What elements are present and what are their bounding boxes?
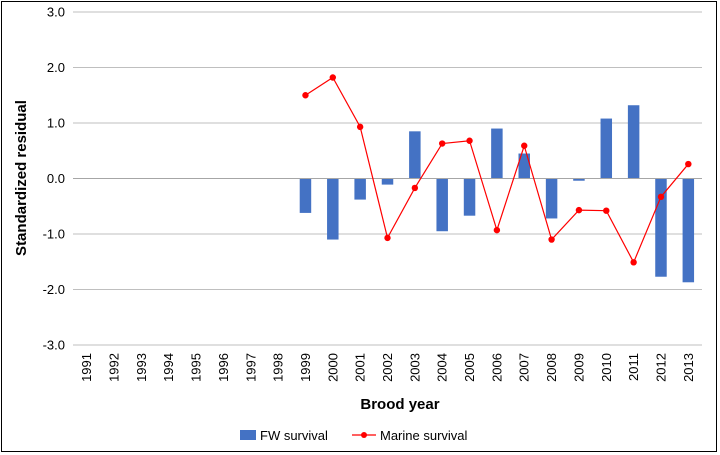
x-tick-label: 1995 xyxy=(189,353,204,382)
x-tick-label: 2003 xyxy=(407,353,422,382)
legend-marker-marine-survival xyxy=(361,432,367,438)
bar-fw-survival-2010 xyxy=(600,118,613,179)
x-tick-label: 2007 xyxy=(517,353,532,382)
bar-fw-survival-1999 xyxy=(299,178,312,213)
point-marine-survival-2005 xyxy=(466,137,473,144)
y-tick-label: -2.0 xyxy=(43,282,65,297)
y-tick-label: -1.0 xyxy=(43,227,65,242)
x-tick-label: 2008 xyxy=(544,353,559,382)
legend-swatch-fw-survival xyxy=(240,430,256,440)
point-marine-survival-2001 xyxy=(356,123,364,131)
x-tick-label: 1997 xyxy=(243,353,258,382)
point-marine-survival-2007 xyxy=(521,142,528,149)
point-marine-survival-2003 xyxy=(411,184,419,192)
point-marine-survival-1999 xyxy=(302,92,309,99)
point-marine-survival-2004 xyxy=(438,140,446,147)
marine-survival-line xyxy=(302,74,692,266)
y-tick-label: 3.0 xyxy=(47,5,65,20)
point-marine-survival-2012 xyxy=(657,193,665,201)
legend-label-fw-survival: FW survival xyxy=(260,428,328,443)
bar-fw-survival-2012 xyxy=(655,178,667,277)
x-tick-label: 1992 xyxy=(107,353,122,382)
x-tick-labels: 1991 1992 1993 1994 1995 1996 1997 1998 1999 2000… xyxy=(79,353,696,382)
y-tick-label: 1.0 xyxy=(47,116,65,131)
x-tick-label: 2005 xyxy=(462,353,477,382)
x-axis-title: Brood year xyxy=(360,396,439,413)
x-tick-label: 2012 xyxy=(653,353,668,382)
x-tick-label: 2010 xyxy=(599,353,614,382)
legend-label-marine-survival: Marine survival xyxy=(380,428,468,443)
y-tick-label: -3.0 xyxy=(43,338,65,353)
point-marine-survival-2009 xyxy=(575,206,583,214)
y-tick-labels: 3.0 2.0 1.0 0.0 -1.0 -2.0 -3.0 xyxy=(43,5,65,353)
bar-fw-survival-2002 xyxy=(381,178,394,185)
point-marine-survival-2010 xyxy=(603,207,610,214)
bar-fw-survival-2013 xyxy=(682,178,695,283)
legend: FW survival Marine survival xyxy=(240,428,468,443)
bar-fw-survival-2006 xyxy=(491,128,503,179)
bar-fw-survival-2009 xyxy=(573,178,585,181)
bar-fw-survival-2008 xyxy=(545,178,558,219)
y-axis-title: Standardized residual xyxy=(13,100,30,256)
gridlines xyxy=(73,11,702,346)
x-tick-label: 2011 xyxy=(626,353,641,381)
x-tick-label: 2006 xyxy=(489,353,504,382)
point-marine-survival-2000 xyxy=(329,74,337,81)
bar-fw-survival-2003 xyxy=(409,131,421,179)
bar-fw-survival-2011 xyxy=(627,105,640,179)
fw-survival-bars xyxy=(299,105,695,283)
x-tick-label: 2002 xyxy=(380,353,395,382)
bar-fw-survival-2005 xyxy=(463,178,476,216)
x-tick-label: 1994 xyxy=(161,353,176,382)
point-marine-survival-2006 xyxy=(493,226,501,234)
point-marine-survival-2011 xyxy=(630,259,637,266)
x-tick-label: 1998 xyxy=(271,353,286,382)
x-tick-label: 1993 xyxy=(134,353,149,382)
point-marine-survival-2002 xyxy=(384,234,391,242)
point-marine-survival-2013 xyxy=(685,160,692,168)
x-tick-label: 1991 xyxy=(79,353,94,382)
x-tick-label: 2000 xyxy=(325,353,340,382)
x-tick-label: 2001 xyxy=(353,353,368,382)
x-tick-label: 2004 xyxy=(435,353,450,382)
bar-fw-survival-2001 xyxy=(354,178,366,200)
bar-fw-survival-2004 xyxy=(436,178,448,232)
bar-fw-survival-2000 xyxy=(327,178,339,240)
x-tick-label: 2009 xyxy=(571,353,586,382)
point-marine-survival-2008 xyxy=(548,236,555,243)
y-tick-label: 0.0 xyxy=(47,171,65,186)
bar-fw-survival-2007 xyxy=(518,153,530,179)
x-tick-label: 1999 xyxy=(298,353,313,382)
y-tick-label: 2.0 xyxy=(47,60,65,75)
x-tick-label: 1996 xyxy=(216,353,231,382)
x-tick-label: 2013 xyxy=(681,353,696,382)
